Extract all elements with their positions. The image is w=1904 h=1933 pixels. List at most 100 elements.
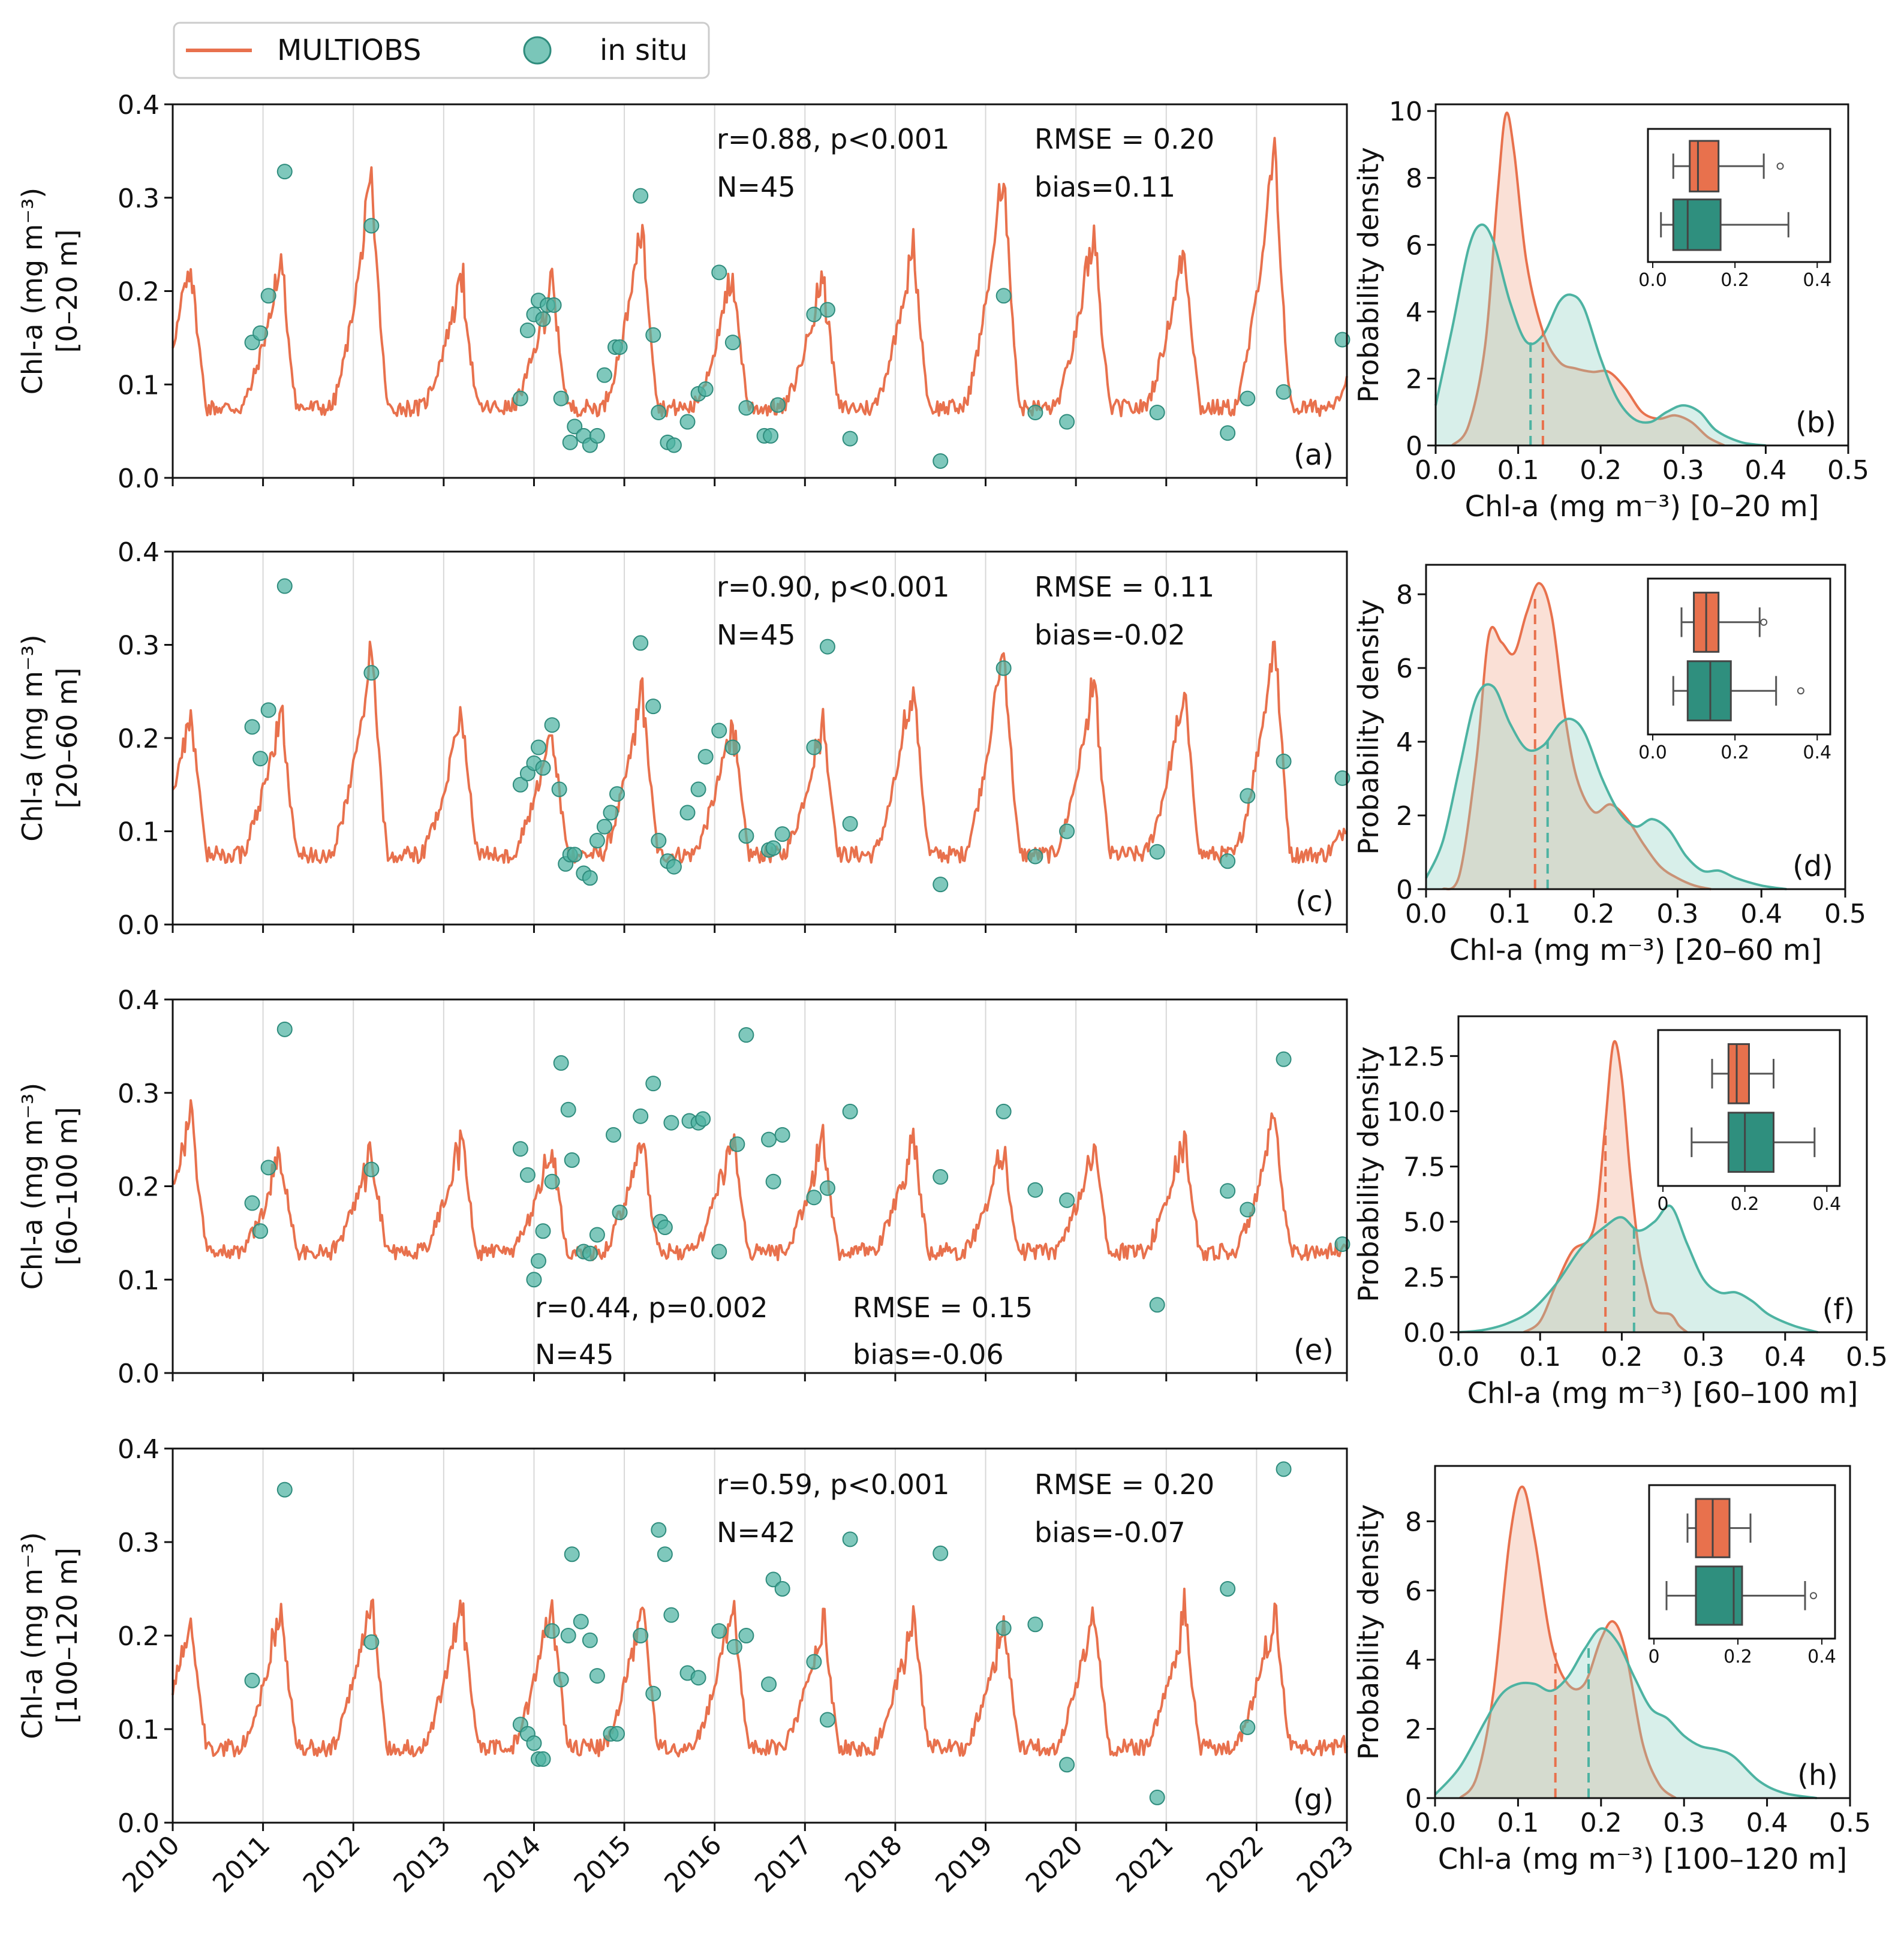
- stat-rmse: RMSE = 0.15: [853, 1291, 1033, 1324]
- in-situ-point: [819, 302, 835, 318]
- in-situ-point: [842, 1531, 858, 1547]
- in-situ-point: [276, 578, 293, 594]
- y-tick-label: 4: [1406, 297, 1422, 328]
- inset-tick-label: 0.2: [1720, 270, 1749, 291]
- y-tick-label: 0.0: [118, 1808, 160, 1839]
- x-tick-label: 2012: [297, 1830, 366, 1899]
- in-situ-point: [1059, 823, 1075, 839]
- in-situ-point: [1027, 404, 1043, 420]
- in-situ-point: [645, 698, 661, 715]
- in-situ-point: [244, 1195, 260, 1211]
- in-situ-outlier: [1810, 1592, 1817, 1600]
- in-situ-point: [512, 1141, 528, 1157]
- axes-frame: [1425, 564, 1846, 890]
- in-situ-point: [806, 1190, 822, 1206]
- in-situ-point: [544, 1173, 560, 1190]
- multiobs-box: [1689, 140, 1720, 192]
- x-tick-label: 2011: [207, 1830, 276, 1899]
- legend-model-label: MULTIOBS: [277, 34, 422, 67]
- y-axis-label: Chl-a (mg m⁻³): [16, 634, 49, 842]
- in-situ-point: [761, 1131, 777, 1148]
- in-situ-point: [724, 739, 741, 755]
- y-tick-label: 0.4: [118, 985, 160, 1016]
- in-situ-point: [770, 397, 786, 413]
- x-tick-label: 0.2: [1573, 899, 1615, 929]
- x-axis-label: Chl-a (mg m⁻³) [20–60 m]: [1449, 934, 1822, 967]
- in-situ-point: [1276, 1461, 1292, 1477]
- in-situ-point: [1240, 1202, 1256, 1218]
- in-situ-point: [609, 786, 625, 802]
- in-situ-point: [933, 453, 949, 469]
- panel-label: (h): [1797, 1759, 1838, 1792]
- in-situ-outlier: [1797, 687, 1804, 695]
- in-situ-point: [1334, 1236, 1350, 1252]
- stat-correlation: r=0.59, p<0.001: [717, 1468, 950, 1501]
- y-tick-label: 8: [1406, 164, 1422, 194]
- legend-insitu-label: in situ: [600, 34, 688, 67]
- y-tick-label: 0: [1405, 1784, 1422, 1814]
- in-situ-point: [564, 1152, 580, 1168]
- y-axis-label-depth: [100–120 m]: [51, 1547, 83, 1724]
- x-tick-label: 2020: [1020, 1830, 1089, 1899]
- inset-boxplot: 0.0 0.2 0.4: [1638, 577, 1831, 763]
- in-situ-point: [1334, 332, 1350, 348]
- in-situ-point: [260, 702, 276, 718]
- in-situ-point: [512, 776, 528, 793]
- x-tick-label: 2021: [1110, 1830, 1179, 1899]
- multiobs-outlier: [1776, 162, 1784, 170]
- timeseries-panel-g: 2010 2011 2012 2013 2014 2015 2016 2017 2018 2019…: [16, 1434, 1360, 1899]
- in-situ-point: [711, 722, 727, 739]
- in-situ-point: [530, 1253, 546, 1269]
- in-situ-point: [690, 1670, 706, 1686]
- in-situ-point: [612, 339, 628, 355]
- density-panel-f: 0.0 0.1 0.2 0.3 0.4 0.5 0.0 2.5 5.0 7.5 10.0 12.5 Ch…: [1352, 1015, 1888, 1410]
- in-situ-point: [553, 1055, 569, 1071]
- stat-sample-size: N=42: [717, 1516, 796, 1549]
- axes-frame: [1434, 103, 1849, 447]
- in-situ-density-fill: [1458, 1205, 1818, 1332]
- x-tick-label: 0.0: [1414, 1808, 1456, 1838]
- in-situ-point: [761, 1676, 777, 1693]
- x-tick-label: 0.4: [1744, 455, 1786, 486]
- in-situ-point: [842, 430, 858, 447]
- y-tick-label: 6: [1406, 230, 1422, 261]
- y-tick-label: 0.1: [118, 370, 160, 401]
- in-situ-box: [1686, 660, 1732, 722]
- in-situ-point: [1240, 390, 1256, 407]
- legend: MULTIOBS in situ: [173, 22, 710, 79]
- in-situ-point: [535, 311, 551, 327]
- in-situ-point: [567, 418, 583, 435]
- y-tick-label: 8: [1405, 1507, 1422, 1537]
- x-tick-label: 2010: [117, 1830, 186, 1899]
- in-situ-point: [573, 1613, 589, 1630]
- inset-tick-label: 0.4: [1803, 742, 1831, 763]
- y-axis-label: Probability density: [1352, 1504, 1385, 1760]
- in-situ-point: [765, 840, 781, 856]
- panel-label: (b): [1795, 406, 1836, 439]
- in-situ-point: [995, 1103, 1012, 1119]
- in-situ-box: [1672, 198, 1722, 251]
- x-tick-label: 0.1: [1497, 1808, 1539, 1838]
- in-situ-point: [726, 1639, 742, 1655]
- density-panel-b: 0.0 0.1 0.2 0.3 0.4 0.5 0 2 4 6 8 10 Chl-a (mg m⁻³) …: [1352, 97, 1869, 523]
- axes-frame: [172, 1447, 1348, 1824]
- in-situ-point: [562, 434, 578, 450]
- x-tick-label: 0.3: [1663, 1808, 1705, 1838]
- y-tick-label: 5.0: [1403, 1208, 1445, 1238]
- in-situ-point: [697, 749, 714, 765]
- in-situ-point: [933, 1169, 949, 1185]
- in-situ-point: [1240, 788, 1256, 804]
- axes-frame: [172, 103, 1348, 479]
- inset-tick-label: 0.2: [1731, 1194, 1759, 1215]
- in-situ-box: [1727, 1112, 1774, 1173]
- stat-correlation: r=0.90, p<0.001: [717, 571, 950, 603]
- inset-tick-label: 0.4: [1803, 270, 1831, 291]
- inset-tick-label: 0.0: [1638, 270, 1667, 291]
- y-tick-label: 0: [1406, 431, 1422, 462]
- in-situ-point: [711, 264, 727, 281]
- multiobs-line: [172, 1099, 1348, 1261]
- multiobs-line: [172, 137, 1348, 418]
- in-situ-point: [530, 739, 546, 755]
- legend-frame: [173, 22, 710, 79]
